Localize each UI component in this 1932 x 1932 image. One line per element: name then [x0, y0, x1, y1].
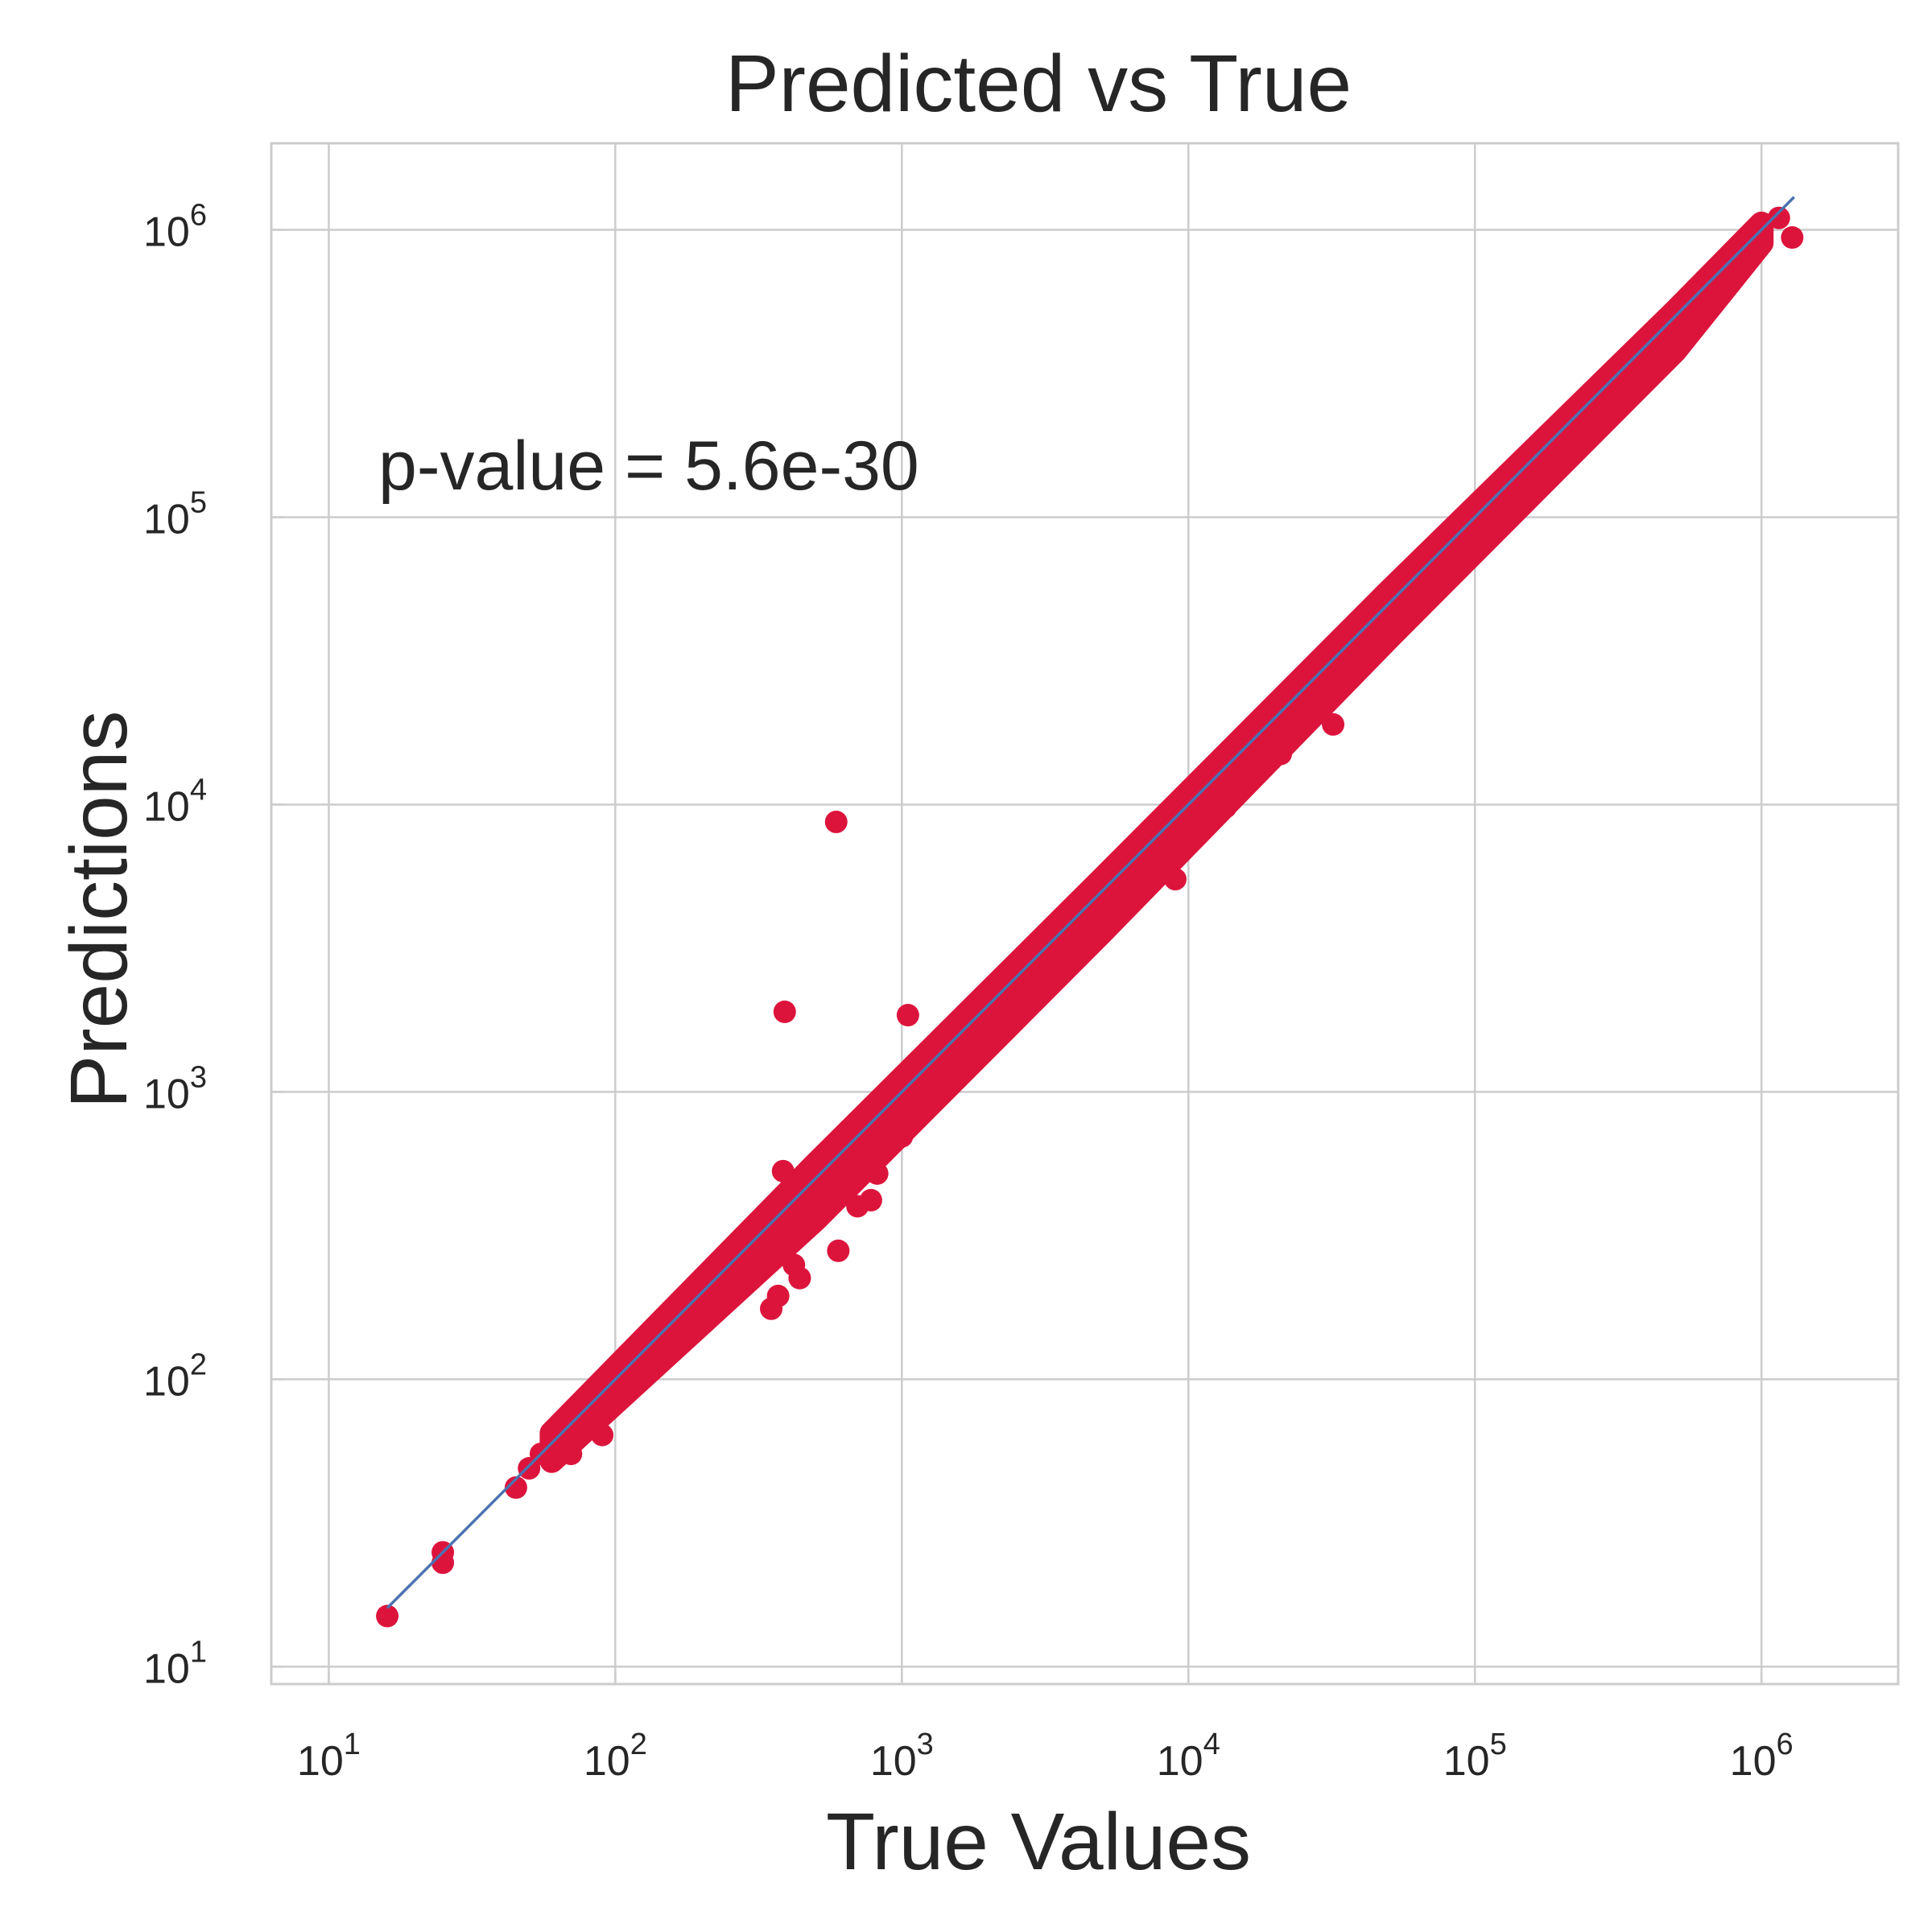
data-point — [827, 1239, 850, 1262]
data-point — [865, 1162, 889, 1185]
x-tick-labels: 101 102 103 104 105 106 — [297, 1728, 1794, 1785]
identity-fit-line — [386, 196, 1795, 1609]
data-point — [1480, 518, 1504, 541]
data-point — [1731, 256, 1754, 279]
y-tick-labels: 101 102 103 104 105 106 — [143, 198, 207, 1692]
x-tick-label: 101 — [297, 1728, 361, 1785]
data-point — [1591, 386, 1615, 410]
data-point — [1443, 534, 1467, 557]
data-point — [1555, 416, 1579, 440]
data-point — [1427, 550, 1451, 573]
data-point — [923, 1074, 946, 1097]
data-point — [1617, 373, 1641, 396]
data-point — [597, 1381, 621, 1404]
data-point — [1356, 620, 1379, 643]
data-point — [1537, 455, 1560, 478]
data-point — [890, 1125, 914, 1148]
y-tick-label: 104 — [143, 773, 207, 830]
data-point — [1063, 901, 1086, 924]
data-point — [727, 1275, 750, 1298]
grid — [271, 143, 1898, 1684]
y-tick-label: 102 — [143, 1348, 207, 1405]
data-point — [1214, 795, 1237, 819]
data-point — [1322, 712, 1345, 736]
data-point — [712, 1253, 736, 1277]
data-point — [670, 1317, 693, 1340]
data-point — [591, 1423, 614, 1447]
data-point — [1491, 483, 1514, 506]
data-point — [956, 1038, 980, 1062]
data-point — [1102, 874, 1125, 898]
data-point — [690, 1309, 713, 1332]
x-tick-label: 103 — [870, 1728, 934, 1785]
x-tick-label: 102 — [584, 1728, 647, 1785]
data-point — [941, 1038, 964, 1062]
data-point — [896, 1004, 919, 1027]
data-point — [431, 1551, 455, 1575]
x-tick-label: 105 — [1443, 1728, 1507, 1785]
data-point — [999, 982, 1022, 1005]
x-axis-label: True Values — [826, 1797, 1251, 1887]
y-tick-label: 106 — [143, 198, 207, 255]
data-point — [1575, 396, 1598, 419]
data-point — [741, 1249, 764, 1272]
data-point — [788, 1266, 811, 1290]
data-point — [771, 1159, 795, 1183]
data-point — [1653, 329, 1677, 353]
data-point — [1645, 357, 1668, 380]
data-point — [809, 1172, 832, 1195]
x-tick-label: 106 — [1730, 1728, 1794, 1785]
data-point — [1314, 663, 1337, 686]
data-point — [884, 1093, 907, 1117]
data-point — [976, 1000, 1000, 1023]
data-point — [766, 1284, 790, 1307]
data-point — [559, 1443, 583, 1466]
x-tick-label: 104 — [1157, 1728, 1220, 1785]
data-point — [859, 1188, 882, 1212]
data-point — [1336, 637, 1360, 660]
data-point — [752, 1231, 775, 1254]
data-point — [1163, 868, 1187, 891]
y-axis-label: Predictions — [54, 711, 144, 1109]
chart-title: Predicted vs True — [725, 39, 1352, 129]
data-point — [773, 1000, 796, 1023]
data-point — [616, 1363, 639, 1386]
data-point — [835, 1174, 858, 1198]
data-point — [1227, 746, 1250, 770]
data-point — [702, 1278, 725, 1302]
data-point — [1199, 775, 1223, 799]
data-point — [1781, 226, 1804, 250]
data-point — [1269, 742, 1292, 766]
data-point — [1077, 924, 1100, 947]
y-tick-label: 103 — [143, 1060, 207, 1117]
p-value-annotation: p-value = 5.6e-30 — [378, 427, 919, 505]
data-point — [1027, 947, 1051, 971]
data-point — [1141, 834, 1164, 857]
data-point — [1509, 477, 1533, 501]
data-point — [1018, 982, 1042, 1005]
y-tick-label: 101 — [143, 1635, 207, 1692]
data-point — [1404, 578, 1427, 601]
data-points — [376, 206, 1804, 1628]
data-point — [824, 811, 848, 834]
data-point — [376, 1604, 399, 1628]
data-point — [1123, 861, 1146, 884]
data-point — [1250, 723, 1274, 746]
data-point — [1767, 206, 1790, 229]
data-point — [1046, 935, 1069, 959]
axes-frame — [270, 142, 1900, 1686]
data-point — [1372, 600, 1395, 623]
data-point — [504, 1476, 527, 1499]
y-tick-label: 105 — [143, 485, 207, 543]
